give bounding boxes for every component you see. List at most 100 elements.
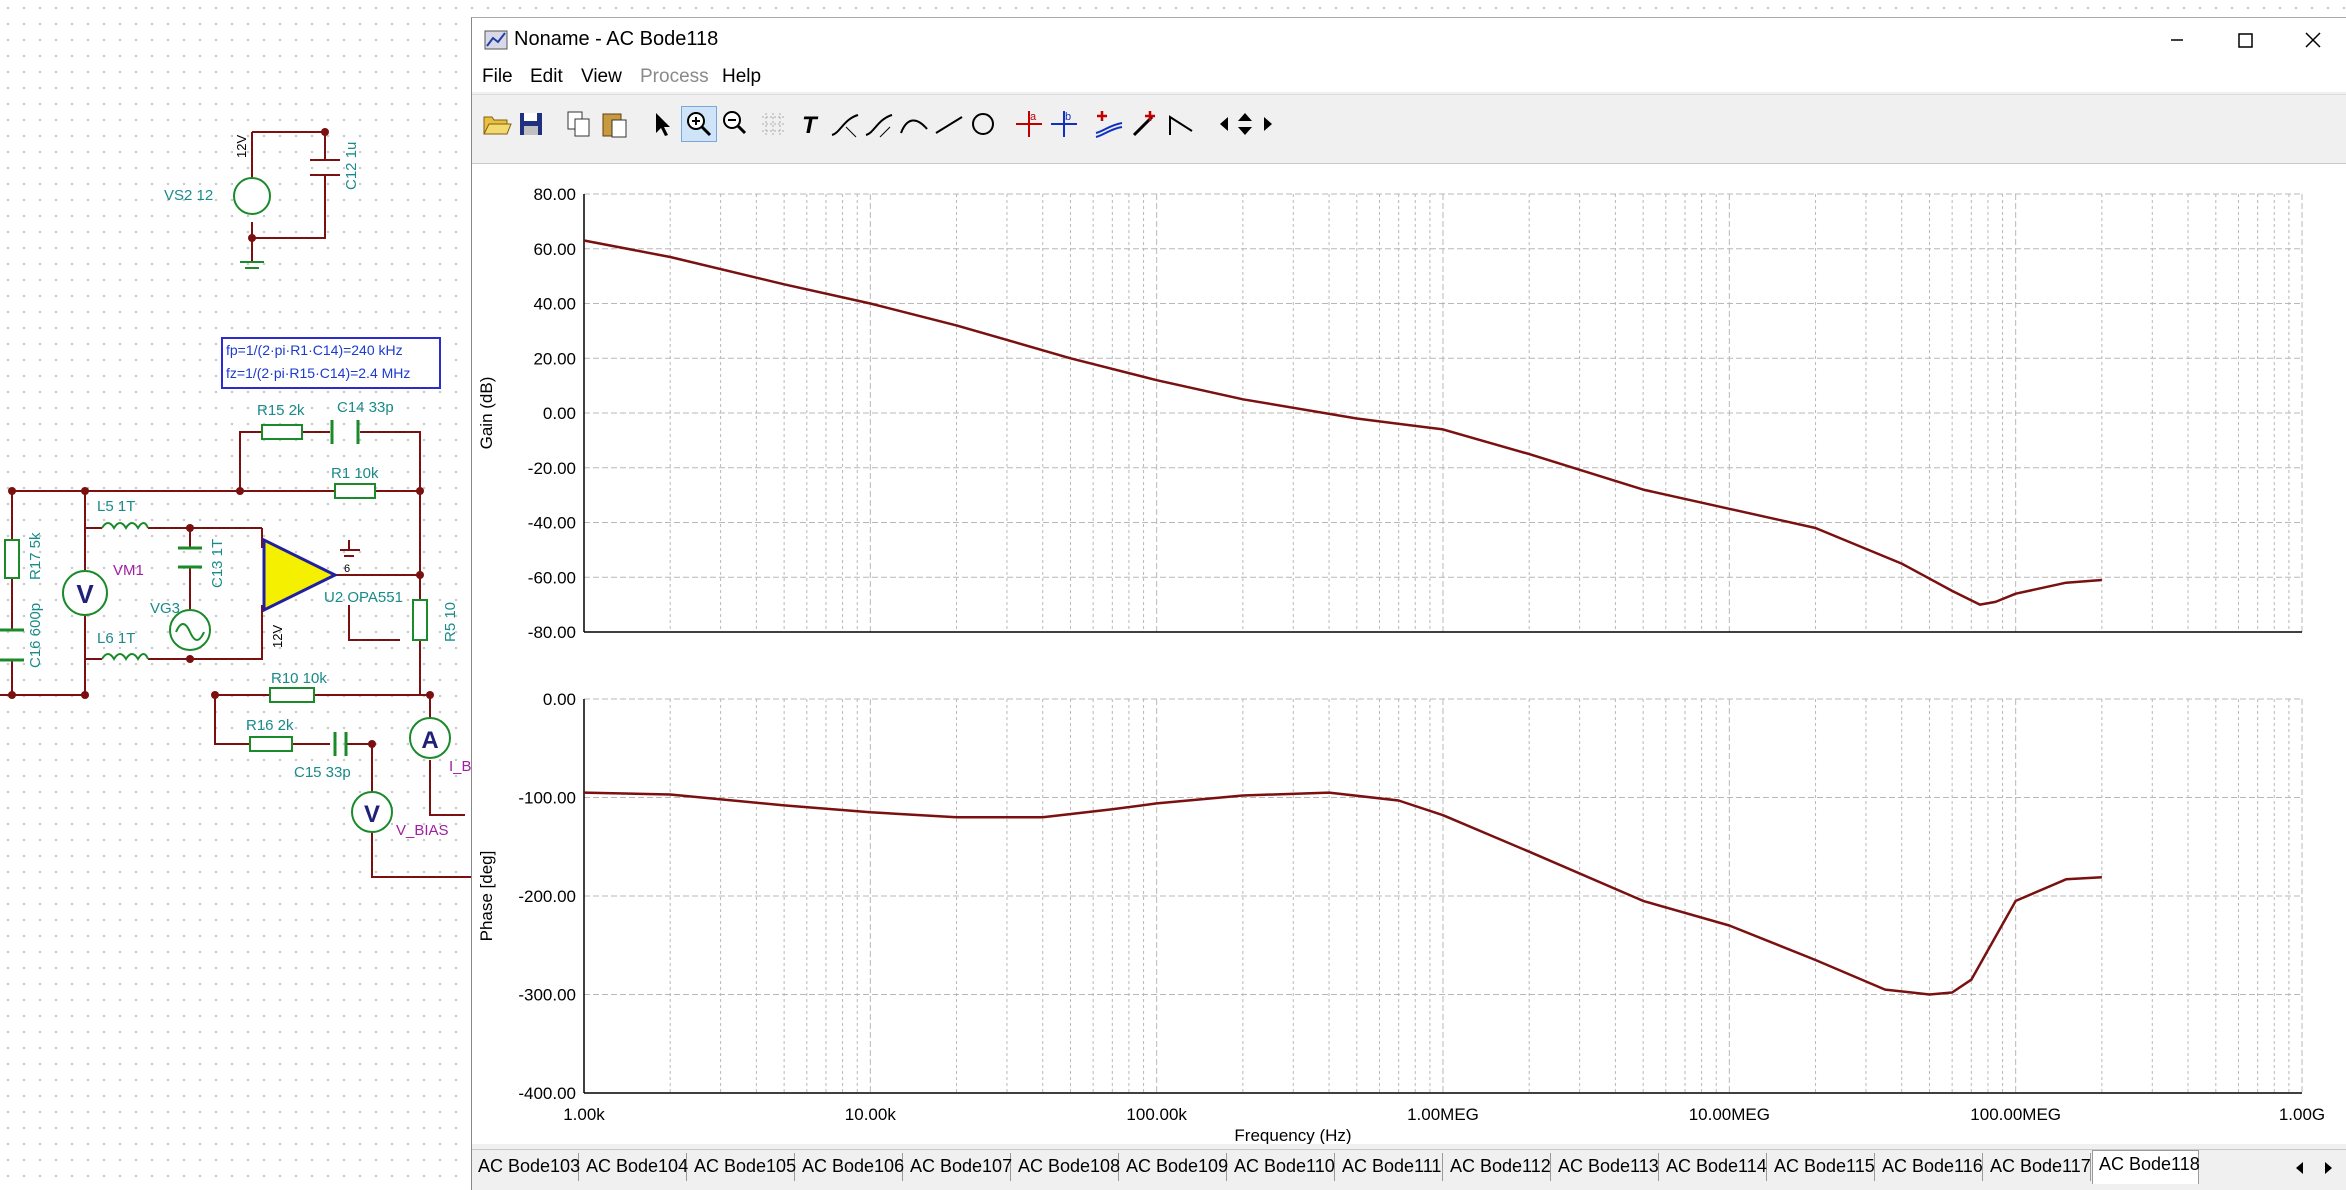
cursor-b-marker-icon[interactable]: b <box>1047 107 1081 141</box>
x-tick-label: 100.00MEG <box>1970 1105 2061 1124</box>
tab-ac-bode114[interactable]: AC Bode114 <box>1660 1153 1767 1181</box>
ib-label: I_B <box>449 758 472 775</box>
y-tick-label: -80.00 <box>528 623 576 642</box>
menu-help[interactable]: Help <box>722 66 762 87</box>
tab-ac-bode108[interactable]: AC Bode108 <box>1012 1153 1120 1181</box>
vbias-label: V_BIAS <box>396 822 449 839</box>
vbias-symbol: V <box>364 801 380 828</box>
minimize-button[interactable] <box>2143 18 2211 62</box>
tab-bar: AC Bode103 AC Bode104 AC Bode105 AC Bode106… <box>472 1149 2346 1188</box>
annotation-fz: fz=1/(2·pi·R15·C14)=2.4 MHz <box>226 365 410 381</box>
gain-chart[interactable]: 80.00 60.00 40.00 20.00 0.00 -20.00 -40.00 -60.… <box>477 185 2303 642</box>
add-curve-icon[interactable] <box>1092 107 1126 141</box>
left-arrow-icon[interactable] <box>1212 111 1238 137</box>
up-down-icon[interactable] <box>1232 111 1258 137</box>
bode-plot-area[interactable]: 80.00 60.00 40.00 20.00 0.00 -20.00 -40.00 -60.… <box>472 164 2346 1145</box>
save-icon[interactable] <box>514 107 548 141</box>
y-tick-label: 0.00 <box>543 690 576 709</box>
c12-label: C12 1u <box>343 142 360 190</box>
r1-label: R1 10k <box>331 465 379 482</box>
tab-ac-bode107[interactable]: AC Bode107 <box>904 1153 1012 1181</box>
menu-process[interactable]: Process <box>640 66 709 87</box>
y-axis-label: Gain (dB) <box>477 377 496 450</box>
right-arrow-icon[interactable] <box>1254 111 1280 137</box>
tab-ac-bode110[interactable]: AC Bode110 <box>1228 1153 1335 1181</box>
vs2-label: VS2 12 <box>164 187 213 204</box>
tab-ac-bode105[interactable]: AC Bode105 <box>688 1153 796 1181</box>
svg-text:a: a <box>1030 111 1037 123</box>
open-icon[interactable] <box>479 107 513 141</box>
phase-curve[interactable] <box>583 791 2102 996</box>
y-tick-label: -200.00 <box>518 887 576 906</box>
zoom-in-icon[interactable] <box>681 106 717 142</box>
c16-label: C16 600p <box>27 603 44 668</box>
tab-ac-bode118[interactable]: AC Bode118 <box>2092 1150 2200 1184</box>
ammeter-symbol: A <box>421 727 438 754</box>
x-axis-label: Frequency (Hz) <box>1234 1126 1351 1144</box>
tab-scroll-left-icon[interactable] <box>2287 1155 2313 1181</box>
cursor-a-icon[interactable] <box>828 107 862 141</box>
vg3-label: VG3 <box>150 600 180 617</box>
grid-icon[interactable] <box>756 107 790 141</box>
l6-label: L6 1T <box>97 630 135 647</box>
zoom-100-icon[interactable] <box>719 107 753 141</box>
gain-curve[interactable] <box>583 239 2102 606</box>
r16-label: R16 2k <box>246 717 294 734</box>
tab-ac-bode115[interactable]: AC Bode115 <box>1768 1153 1875 1181</box>
opamp-symbol[interactable] <box>262 537 339 613</box>
y-tick-label: 0.00 <box>543 404 576 423</box>
circle-icon[interactable] <box>966 107 1000 141</box>
bode-plot-svg[interactable]: 80.00 60.00 40.00 20.00 0.00 -20.00 -40.00 -60.… <box>472 164 2346 1145</box>
close-button[interactable] <box>2279 18 2346 62</box>
text-icon[interactable]: T <box>794 107 828 141</box>
y-tick-label: -40.00 <box>528 514 576 533</box>
annotation-fp: fp=1/(2·pi·R1·C14)=240 kHz <box>226 342 403 358</box>
title-bar[interactable]: Noname - AC Bode118 <box>472 18 2346 62</box>
phase-chart[interactable]: 0.00 -100.00 -200.00 -300.00 -400.00 Phase [d… <box>477 690 2325 1145</box>
vs2-12v-label: 12V <box>234 135 249 158</box>
curve-icon[interactable] <box>897 107 931 141</box>
tab-ac-bode106[interactable]: AC Bode106 <box>796 1153 904 1181</box>
paste-icon[interactable] <box>598 107 632 141</box>
r5-label: R5 10 <box>442 602 459 642</box>
r15-label: R15 2k <box>257 402 305 419</box>
cursor-b-icon[interactable] <box>862 107 896 141</box>
tab-scroll-right-icon[interactable] <box>2315 1155 2341 1181</box>
y-tick-label: -300.00 <box>518 986 576 1005</box>
svg-text:b: b <box>1065 111 1071 123</box>
pointer-icon[interactable] <box>644 107 678 141</box>
u2-label: U2 OPA551 <box>324 589 403 606</box>
step-icon[interactable] <box>1164 107 1198 141</box>
tab-ac-bode109[interactable]: AC Bode109 <box>1120 1153 1228 1181</box>
tab-ac-bode112[interactable]: AC Bode112 <box>1444 1153 1551 1181</box>
cursor-a-marker-icon[interactable]: a <box>1012 107 1046 141</box>
tab-ac-bode104[interactable]: AC Bode104 <box>580 1153 688 1181</box>
tab-ac-bode116[interactable]: AC Bode116 <box>1876 1153 1983 1181</box>
x-tick-label: 1.00MEG <box>1407 1105 1479 1124</box>
line-icon[interactable] <box>932 107 966 141</box>
copy-icon[interactable] <box>562 107 596 141</box>
tab-ac-bode117[interactable]: AC Bode117 <box>1984 1153 2091 1181</box>
svg-text:T: T <box>802 112 819 139</box>
toolbar: T a b <box>472 94 2346 164</box>
y-tick-label: -400.00 <box>518 1084 576 1103</box>
pen-icon[interactable] <box>1128 107 1162 141</box>
menu-view[interactable]: View <box>581 66 622 87</box>
x-tick-label: 1.00G <box>2279 1105 2325 1124</box>
vm1-label: VM1 <box>113 562 144 579</box>
c13-label: C13 1T <box>209 539 226 588</box>
tab-ac-bode113[interactable]: AC Bode113 <box>1552 1153 1659 1181</box>
tab-ac-bode103[interactable]: AC Bode103 <box>472 1153 580 1181</box>
c14-label: C14 33p <box>337 399 394 416</box>
l5-label: L5 1T <box>97 498 135 515</box>
maximize-button[interactable] <box>2211 18 2279 62</box>
x-tick-label: 10.00k <box>845 1105 897 1124</box>
menu-file[interactable]: File <box>482 66 513 87</box>
bode-window[interactable]: Noname - AC Bode118 File Edit View Proce… <box>471 17 2346 1190</box>
menu-edit[interactable]: Edit <box>530 66 563 87</box>
tab-ac-bode111[interactable]: AC Bode111 <box>1336 1153 1443 1181</box>
y-tick-label: -60.00 <box>528 568 576 587</box>
x-tick-label: 100.00k <box>1126 1105 1187 1124</box>
window-title: Noname - AC Bode118 <box>514 28 719 50</box>
